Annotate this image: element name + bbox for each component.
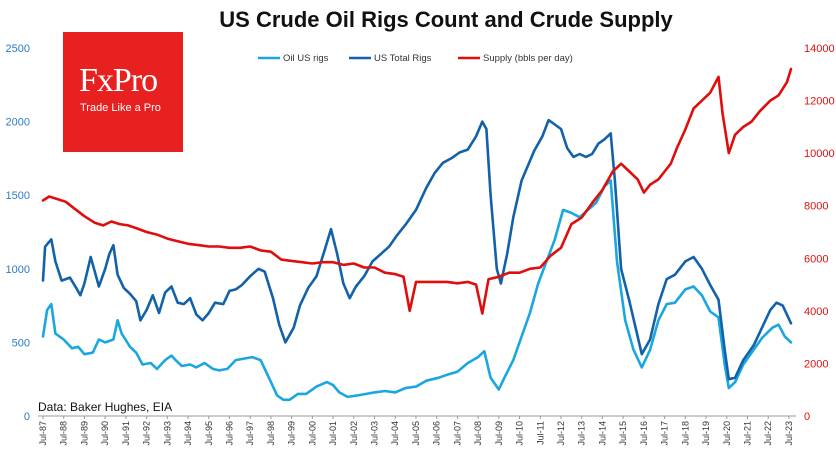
series-line-0 bbox=[41, 179, 793, 402]
y-right-tick: 0 bbox=[804, 411, 810, 423]
series-line-2 bbox=[41, 67, 793, 315]
series-layer bbox=[41, 67, 793, 402]
x-tick-label: Jul-09 bbox=[494, 421, 504, 446]
x-tick-label: Jul-11 bbox=[535, 421, 545, 445]
fxpro-logo: FxPro Trade Like a Pro bbox=[63, 32, 183, 152]
y-right-tick: 8000 bbox=[804, 201, 828, 213]
x-tick-label: Jul-10 bbox=[515, 421, 525, 446]
y-right-tick: 10000 bbox=[804, 148, 835, 160]
x-tick-label: Jul-94 bbox=[183, 421, 193, 446]
x-tick-label: Jul-91 bbox=[121, 421, 131, 446]
logo-brand: FxPro bbox=[79, 62, 158, 99]
x-tick-label: Jul-95 bbox=[204, 421, 214, 446]
legend: Oil US rigs US Total Rigs Supply (bbls per… bbox=[258, 53, 573, 64]
y-right-tick: 6000 bbox=[804, 253, 828, 265]
x-tick-label: Jul-93 bbox=[162, 421, 172, 446]
y-right-tick: 14000 bbox=[804, 43, 835, 55]
x-tick-label: Jul-97 bbox=[245, 421, 255, 446]
x-tick-label: Jul-13 bbox=[577, 421, 587, 446]
y-right-tick: 2000 bbox=[804, 358, 828, 370]
y-axis-left: 0 500 1000 1500 2000 2500 bbox=[6, 43, 30, 423]
y-left-tick: 0 bbox=[24, 411, 30, 423]
x-tick-label: Jul-87 bbox=[38, 421, 48, 446]
source-note: Data: Baker Hughes, EIA bbox=[38, 400, 172, 414]
x-tick-label: Jul-92 bbox=[142, 421, 152, 446]
x-tick-label: Jul-14 bbox=[597, 421, 607, 446]
legend-label-0: Oil US rigs bbox=[283, 53, 329, 64]
x-tick-label: Jul-02 bbox=[349, 421, 359, 446]
x-tick-label: Jul-21 bbox=[742, 421, 752, 446]
x-tick-label: Jul-23 bbox=[784, 421, 794, 446]
legend-label-1: US Total Rigs bbox=[374, 53, 432, 64]
x-tick-label: Jul-20 bbox=[722, 421, 732, 446]
x-tick-label: Jul-06 bbox=[432, 421, 442, 446]
x-tick-label: Jul-88 bbox=[59, 421, 69, 446]
y-left-tick: 500 bbox=[12, 337, 30, 349]
y-left-tick: 1000 bbox=[6, 264, 30, 276]
x-tick-label: Jul-18 bbox=[680, 421, 690, 446]
x-tick-label: Jul-04 bbox=[390, 421, 400, 446]
x-tick-label: Jul-98 bbox=[266, 421, 276, 446]
x-tick-label: Jul-00 bbox=[307, 421, 317, 446]
x-tick-label: Jul-01 bbox=[328, 421, 338, 446]
x-tick-label: Jul-96 bbox=[224, 421, 234, 446]
x-tick-label: Jul-17 bbox=[660, 421, 670, 446]
x-tick-label: Jul-05 bbox=[411, 421, 421, 446]
x-tick-label: Jul-99 bbox=[287, 421, 297, 446]
legend-label-2: Supply (bbls per day) bbox=[483, 53, 573, 64]
x-tick-label: Jul-12 bbox=[556, 421, 566, 446]
x-tick-label: Jul-08 bbox=[473, 421, 483, 446]
x-tick-label: Jul-22 bbox=[763, 421, 773, 446]
y-right-tick: 4000 bbox=[804, 306, 828, 318]
y-right-tick: 12000 bbox=[804, 96, 835, 108]
x-axis: Jul-87 Jul-88 Jul-89 Jul-90 Jul-91 Jul-92 Jul-… bbox=[38, 415, 796, 446]
series-line-1 bbox=[41, 118, 793, 381]
x-tick-label: Jul-16 bbox=[639, 421, 649, 446]
y-left-tick: 2500 bbox=[6, 43, 30, 55]
chart-title: US Crude Oil Rigs Count and Crude Supply bbox=[219, 7, 673, 32]
y-axis-right: 0 2000 4000 6000 8000 10000 12000 14000 bbox=[804, 43, 835, 423]
y-left-tick: 2000 bbox=[6, 117, 30, 129]
x-tick-label: Jul-89 bbox=[79, 421, 89, 446]
logo-tagline: Trade Like a Pro bbox=[80, 102, 161, 114]
y-left-tick: 1500 bbox=[6, 190, 30, 202]
x-tick-label: Jul-19 bbox=[701, 421, 711, 446]
x-tick-label: Jul-90 bbox=[100, 421, 110, 446]
x-tick-label: Jul-07 bbox=[452, 421, 462, 446]
x-tick-label: Jul-15 bbox=[618, 421, 628, 446]
x-tick-label: Jul-03 bbox=[370, 421, 380, 446]
